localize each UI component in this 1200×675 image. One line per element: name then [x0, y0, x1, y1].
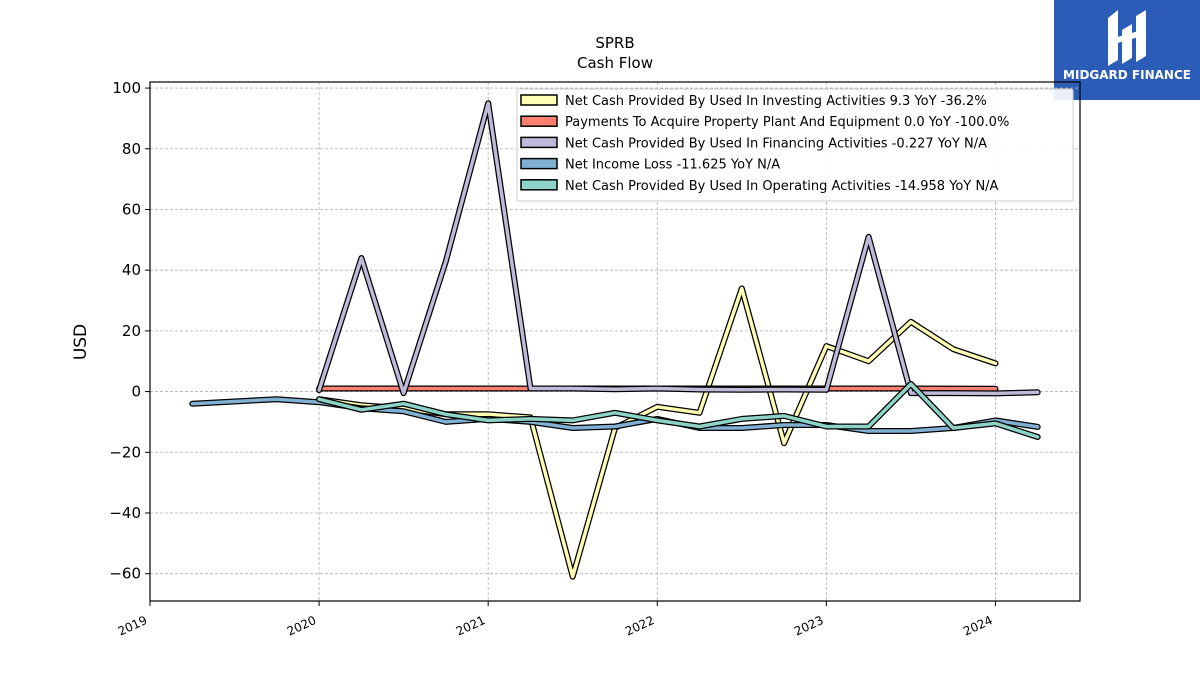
- x-tick-label: 2023: [792, 613, 826, 639]
- x-tick-label: 2024: [961, 613, 995, 639]
- chart-title: SPRB: [595, 34, 634, 52]
- legend-entry: Net Income Loss -11.625 YoY N/A: [565, 158, 780, 173]
- legend-swatch: [520, 157, 558, 170]
- y-tick-label: 80: [122, 140, 141, 158]
- y-tick-label: −60: [109, 565, 141, 583]
- legend-entry: Net Cash Provided By Used In Financing A…: [565, 136, 987, 151]
- legend: Net Cash Provided By Used In Investing A…: [516, 88, 1074, 202]
- y-tick-label: −40: [109, 504, 141, 522]
- legend-entry: Net Cash Provided By Used In Investing A…: [565, 94, 987, 109]
- series-line-5: [316, 381, 1041, 440]
- chart-subtitle: Cash Flow: [577, 54, 653, 72]
- brand-logo: MIDGARD FINANCE: [1054, 0, 1200, 100]
- x-tick-label: 2019: [116, 613, 150, 639]
- x-tick-label: 2022: [623, 613, 657, 639]
- y-tick-label: 100: [112, 79, 141, 97]
- y-tick-label: 60: [122, 200, 141, 218]
- y-tick-label: −20: [109, 443, 141, 461]
- legend-entry: Net Cash Provided By Used In Operating A…: [565, 179, 999, 194]
- legend-swatch: [520, 179, 558, 191]
- legend-swatch: [520, 94, 558, 106]
- x-tick-label: 2020: [285, 613, 319, 639]
- y-tick-label: 40: [122, 261, 141, 279]
- y-tick-label: 20: [122, 322, 141, 340]
- y-axis-label: USD: [71, 324, 91, 360]
- legend-swatch: [520, 136, 558, 149]
- x-tick-label: 2021: [454, 613, 488, 639]
- legend-entry: Payments To Acquire Property Plant And E…: [565, 115, 1009, 130]
- brand-name: MIDGARD FINANCE: [1063, 68, 1191, 82]
- legend-swatch: [520, 115, 558, 127]
- legend-box: [516, 88, 1074, 202]
- y-tick-label: 0: [131, 383, 141, 401]
- plot-area-frame: [149, 81, 1081, 602]
- brand-mark-icon: [1108, 10, 1146, 66]
- series-lines: [189, 100, 1041, 580]
